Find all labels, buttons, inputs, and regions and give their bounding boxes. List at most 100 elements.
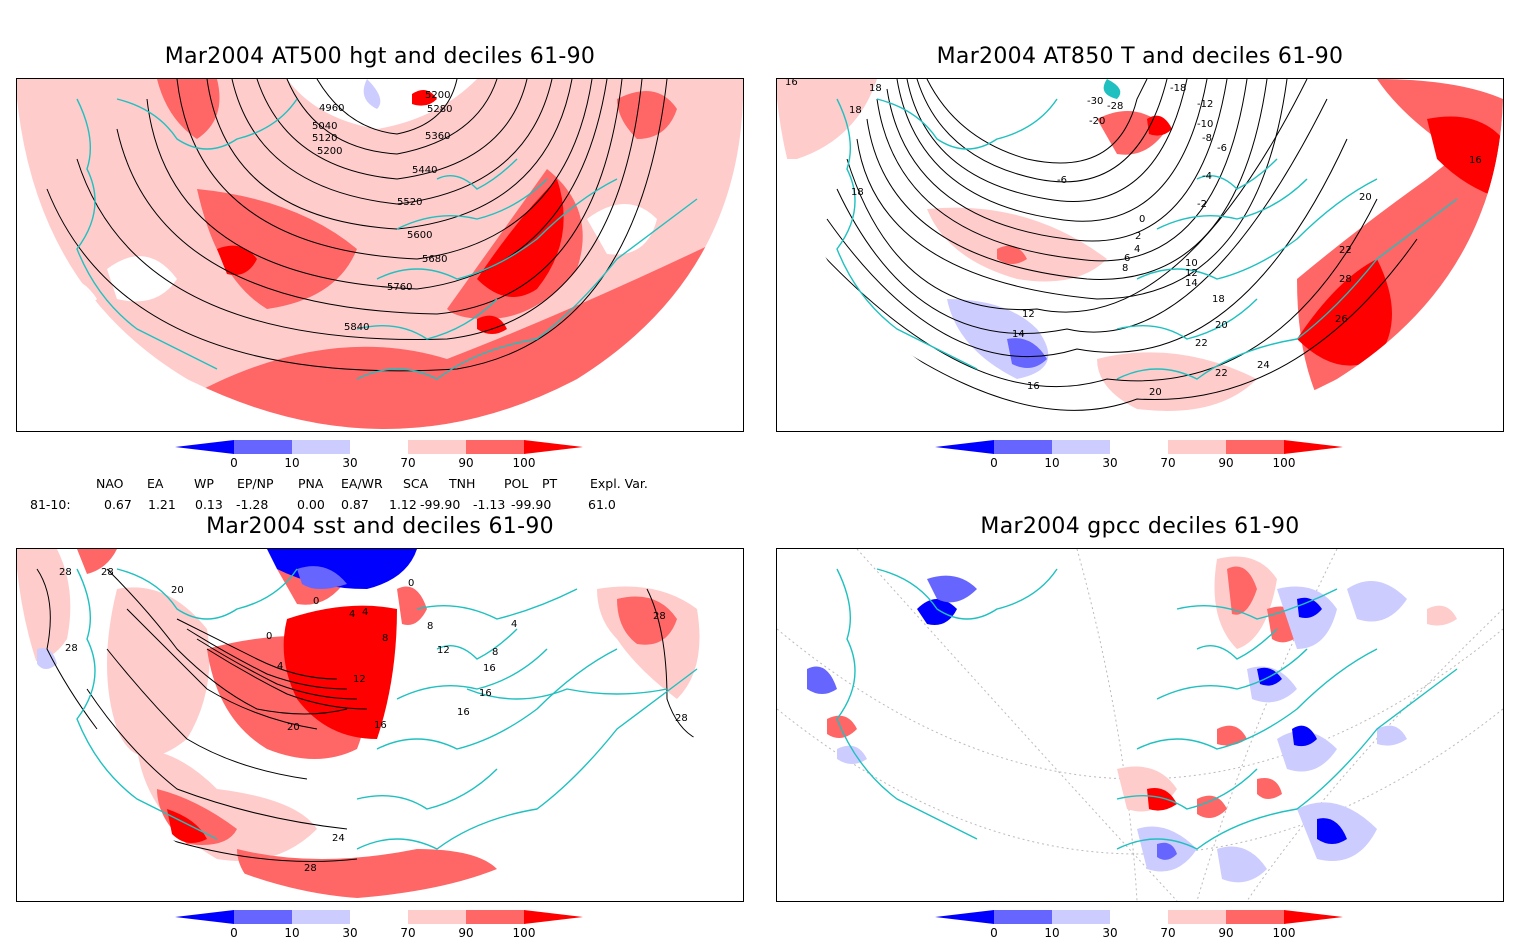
contour-label: 0 — [408, 578, 414, 589]
map-panel-sst: 28 28 28 20 0 4 8 12 16 20 24 28 4 0 0 4… — [16, 548, 744, 902]
contour-label: 4960 — [319, 103, 344, 114]
colorbar-hgt: 0 10 30 70 90 100 — [175, 440, 587, 470]
index-value: -1.13 — [473, 497, 506, 512]
index-header: TNH — [449, 476, 476, 491]
contour-label: -2 — [1197, 199, 1207, 210]
contour-label: 14 — [1012, 329, 1025, 340]
contour-label: 5840 — [344, 322, 369, 333]
colorbar-swatches — [935, 440, 1343, 454]
contour-label: 5360 — [425, 131, 450, 142]
contour-label: 22 — [1215, 368, 1228, 379]
indices-table: NAO EA WP EP/NP PNA EA/WR SCA TNH POL PT… — [0, 474, 760, 514]
colorbar-tick: 90 — [1218, 926, 1233, 940]
contour-label: 12 — [437, 645, 450, 656]
colorbar-tick: 10 — [284, 456, 299, 470]
contour-label: 0 — [1139, 214, 1145, 225]
colorbar-swatches — [175, 440, 583, 454]
contour-label: 5200 — [317, 146, 342, 157]
contour-label: 14 — [1185, 278, 1198, 289]
colorbar-swatches — [935, 910, 1343, 924]
colorbar-t850: 0 10 30 70 90 100 — [935, 440, 1347, 470]
contour-label: 12 — [1022, 309, 1035, 320]
contour-label: 2 — [1135, 231, 1141, 242]
contour-label: 5760 — [387, 282, 412, 293]
contour-label: 8 — [427, 621, 433, 632]
colorbar-tick: 100 — [1273, 456, 1296, 470]
contour-label: -6 — [1217, 143, 1227, 154]
colorbar-tick: 100 — [1273, 926, 1296, 940]
index-header: PNA — [298, 476, 324, 491]
contour-label: 12 — [1185, 268, 1198, 279]
colorbar-tick: 30 — [1102, 926, 1117, 940]
contour-label: 5680 — [422, 254, 447, 265]
contour-label: 16 — [1469, 155, 1482, 166]
panel-title-hgt: Mar2004 AT500 hgt and deciles 61-90 — [164, 44, 596, 69]
colorbar-tick: 100 — [513, 926, 536, 940]
panel-title-gpcc: Mar2004 gpcc deciles 61-90 — [980, 514, 1300, 539]
contour-label: 22 — [1195, 338, 1208, 349]
contour-label: 20 — [1359, 192, 1372, 203]
contour-label: 0 — [266, 631, 272, 642]
colorbar-tick: 0 — [230, 926, 238, 940]
index-value: 0.87 — [341, 497, 369, 512]
contour-label: -6 — [1057, 175, 1067, 186]
index-value: 1.21 — [148, 497, 176, 512]
contour-label: 4 — [511, 619, 517, 630]
index-header: SCA — [403, 476, 429, 491]
contour-label: 5600 — [407, 230, 432, 241]
colorbar-tick: 70 — [1160, 926, 1175, 940]
contour-label: -18 — [1170, 83, 1186, 94]
contour-label: 8 — [492, 647, 498, 658]
contour-label: -30 — [1087, 96, 1103, 107]
index-header: PT — [542, 476, 558, 491]
contour-label: 28 — [304, 863, 317, 874]
contour-label: 16 — [479, 688, 492, 699]
index-value: 0.00 — [297, 497, 325, 512]
index-header: EA — [147, 476, 164, 491]
contour-label: 4 — [277, 661, 283, 672]
colorbar-tick: 30 — [342, 926, 357, 940]
panel-title-t850: Mar2004 AT850 T and deciles 61-90 — [936, 44, 1344, 69]
contour-label: 4 — [362, 607, 368, 618]
colorbar-swatches — [175, 910, 583, 924]
contour-label: 28 — [65, 643, 78, 654]
contour-label: 4 — [1134, 244, 1140, 255]
panel-title-sst: Mar2004 sst and deciles 61-90 — [206, 514, 554, 539]
index-header: WP — [194, 476, 214, 491]
index-value: 61.0 — [588, 497, 616, 512]
colorbar-tick: 30 — [342, 456, 357, 470]
contour-label: 24 — [1257, 360, 1270, 371]
contour-label: 0 — [313, 596, 319, 607]
contour-label: 18 — [849, 105, 862, 116]
contour-label: 10 — [1185, 258, 1198, 269]
index-value: -1.28 — [236, 497, 269, 512]
contour-label: 5440 — [412, 165, 437, 176]
contour-label: 16 — [483, 663, 496, 674]
contour-label: 5520 — [397, 197, 422, 208]
colorbar-tick: 10 — [284, 926, 299, 940]
contour-label: 5120 — [312, 133, 337, 144]
contour-label: 12 — [353, 674, 366, 685]
contour-label: 28 — [101, 567, 114, 578]
contour-label: 16 — [374, 720, 387, 731]
contour-label: 5280 — [427, 104, 452, 115]
contour-label: 6 — [1124, 253, 1130, 264]
map-panel-hgt: 4960 5040 5120 5200 5200 5280 5360 5440 … — [16, 78, 744, 432]
index-value: 0.67 — [104, 497, 132, 512]
colorbar-tick: 90 — [1218, 456, 1233, 470]
contour-label: 18 — [851, 187, 864, 198]
contour-label: 8 — [1122, 263, 1128, 274]
contour-label: -8 — [1202, 133, 1212, 144]
colorbar-sst: 0 10 30 70 90 100 — [175, 910, 587, 940]
index-header: POL — [504, 476, 529, 491]
contour-label: 20 — [171, 585, 184, 596]
colorbar-tick: 0 — [990, 926, 998, 940]
contour-label: 22 — [1339, 245, 1352, 256]
colorbar-gpcc: 0 10 30 70 90 100 — [935, 910, 1347, 940]
colorbar-tick: 100 — [513, 456, 536, 470]
index-value: 1.12 — [389, 497, 417, 512]
colorbar-tick: 70 — [400, 456, 415, 470]
contour-label: 28 — [653, 611, 666, 622]
colorbar-tick: 10 — [1044, 456, 1059, 470]
index-row-label: 81-10: — [30, 497, 71, 512]
